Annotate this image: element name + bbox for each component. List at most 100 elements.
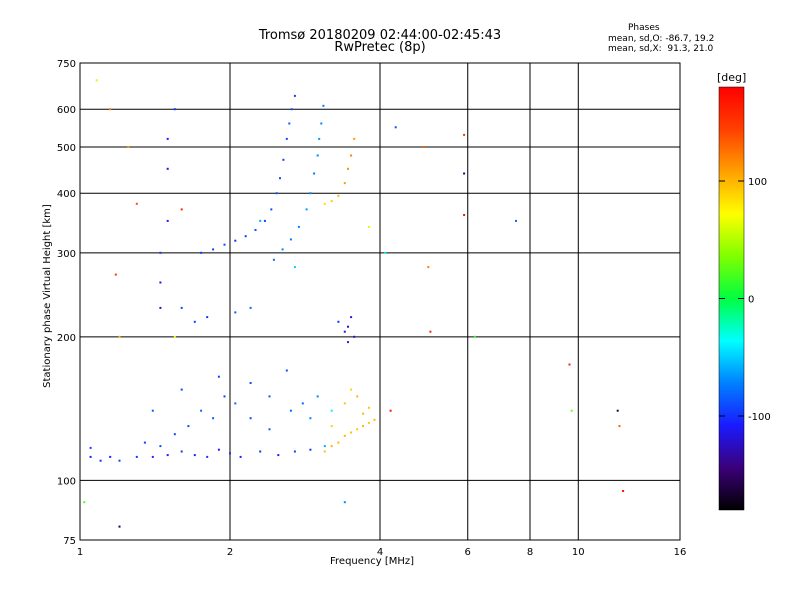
data-point <box>109 455 112 458</box>
data-point <box>367 225 370 228</box>
data-point <box>384 251 387 254</box>
data-point <box>293 94 296 97</box>
data-point <box>281 248 284 251</box>
data-point <box>166 219 169 222</box>
data-point <box>622 490 625 492</box>
data-point <box>616 409 619 412</box>
data-point <box>350 316 353 319</box>
data-point <box>353 137 356 140</box>
colorbar-tick-label: -100 <box>748 412 771 423</box>
x-axis-label: Frequency [MHz] <box>330 556 415 567</box>
data-point <box>200 409 203 412</box>
data-point <box>159 251 162 254</box>
data-point <box>343 402 346 405</box>
data-point <box>515 219 517 222</box>
y-tick-label: 75 <box>63 536 76 547</box>
data-point <box>289 238 292 241</box>
data-point <box>309 417 312 420</box>
y-tick-label: 600 <box>57 105 76 116</box>
data-point <box>89 446 92 449</box>
data-point <box>323 450 326 453</box>
data-point <box>206 455 209 458</box>
data-point <box>244 235 247 238</box>
x-tick-label: 8 <box>527 547 533 558</box>
x-tick-label: 2 <box>227 547 233 558</box>
data-point <box>309 192 312 195</box>
data-point <box>180 306 183 309</box>
data-point <box>239 455 242 458</box>
data-point <box>463 133 466 136</box>
data-point <box>159 306 162 309</box>
data-point <box>356 395 359 398</box>
data-point <box>337 320 340 323</box>
data-point <box>254 229 257 231</box>
data-point <box>330 445 333 448</box>
data-point <box>249 382 252 384</box>
data-point <box>343 434 346 437</box>
data-point <box>353 335 356 338</box>
data-point <box>318 137 321 140</box>
data-point <box>118 459 121 462</box>
data-point <box>473 335 476 338</box>
data-point <box>229 452 231 455</box>
data-point <box>323 202 326 205</box>
data-point <box>127 146 130 148</box>
data-point <box>166 454 169 457</box>
data-point <box>289 409 292 412</box>
data-point <box>316 154 319 157</box>
data-point <box>279 177 281 180</box>
data-point <box>568 363 571 366</box>
data-point <box>350 388 353 391</box>
data-point <box>362 412 365 415</box>
data-point <box>99 459 102 462</box>
stats-line-x: mean, sd,X: 91.3, 21.0 <box>608 44 714 54</box>
data-point <box>173 335 176 338</box>
y-tick-label: 300 <box>57 249 76 260</box>
data-point <box>212 248 215 251</box>
data-point <box>234 311 237 314</box>
data-point <box>570 409 573 412</box>
data-point <box>193 454 196 457</box>
y-axis-ticks: 75 100 200 300 400 500 600 750 <box>57 59 76 547</box>
data-point <box>268 395 271 398</box>
data-point <box>109 108 112 111</box>
data-point <box>114 273 117 276</box>
data-point <box>259 219 262 222</box>
data-point <box>288 122 291 125</box>
data-point <box>347 341 349 344</box>
data-point <box>217 375 220 378</box>
data-point <box>343 330 346 333</box>
colorbar-ticks: 100 0 -100 <box>719 177 771 423</box>
y-tick-label: 100 <box>57 476 76 487</box>
data-point <box>166 137 169 140</box>
data-point <box>180 450 183 453</box>
data-point <box>293 266 296 269</box>
data-point <box>350 154 353 157</box>
data-point <box>323 445 326 448</box>
y-tick-label: 500 <box>57 143 76 154</box>
data-point <box>135 455 138 458</box>
data-point <box>151 409 154 412</box>
data-point <box>270 208 273 211</box>
data-point <box>347 325 349 328</box>
grid-lines <box>80 63 680 540</box>
data-point <box>427 266 430 269</box>
data-point <box>272 258 275 261</box>
x-axis-ticks: 1 2 4 6 8 10 16 <box>77 547 687 558</box>
data-point <box>180 208 183 211</box>
data-point <box>223 243 226 246</box>
data-point <box>151 455 154 458</box>
stats-line-o: mean, sd,O: -86.7, 19.2 <box>608 34 715 44</box>
data-point <box>618 425 621 428</box>
data-point <box>463 172 466 175</box>
data-point <box>463 214 466 216</box>
data-point <box>367 406 370 409</box>
plot-frame <box>79 62 681 541</box>
x-tick-label: 6 <box>465 547 471 558</box>
data-point <box>330 425 333 428</box>
x-tick-label: 1 <box>77 547 83 558</box>
data-point <box>316 395 319 398</box>
data-point <box>143 441 146 444</box>
data-point <box>337 441 340 444</box>
data-point <box>350 431 353 434</box>
